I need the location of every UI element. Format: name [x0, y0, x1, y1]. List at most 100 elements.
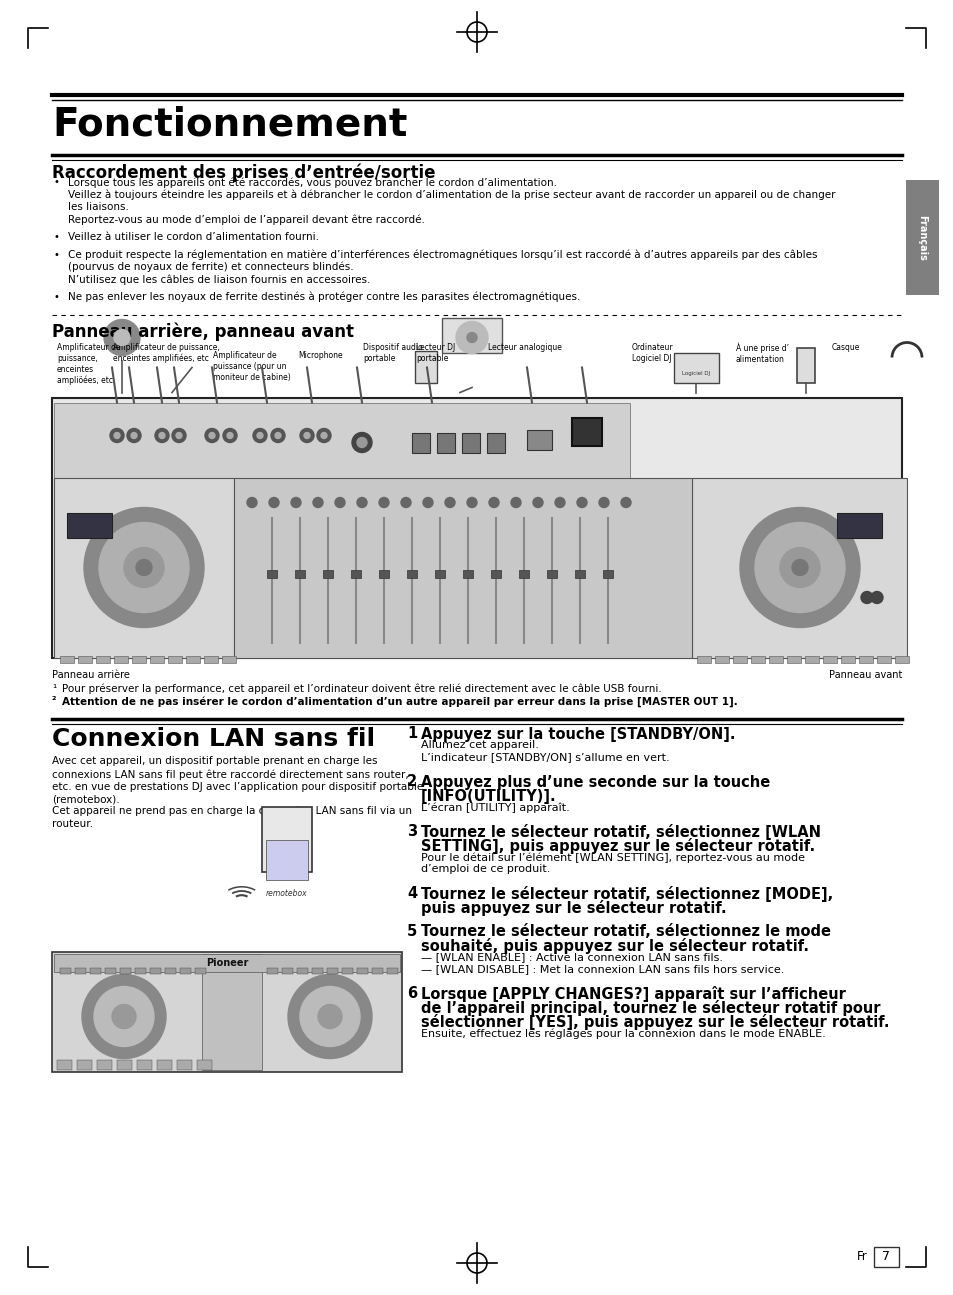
Bar — [486, 433, 504, 452]
Text: Cet appareil ne prend pas en charge la connexion LAN sans fil via un: Cet appareil ne prend pas en charge la c… — [52, 807, 412, 817]
Text: souhaité, puis appuyez sur le sélecteur rotatif.: souhaité, puis appuyez sur le sélecteur … — [420, 939, 808, 954]
Bar — [186, 655, 200, 663]
Bar — [697, 655, 710, 663]
Bar — [60, 655, 74, 663]
Text: Raccordement des prises d’entrée/sortie: Raccordement des prises d’entrée/sortie — [52, 163, 435, 181]
Circle shape — [104, 320, 140, 356]
Circle shape — [577, 497, 586, 508]
Circle shape — [131, 433, 137, 439]
Text: Fonctionnement: Fonctionnement — [52, 105, 407, 142]
Text: Amplificateur de
puissance,
enceintes
ampliöées, etc: Amplificateur de puissance, enceintes am… — [57, 342, 120, 386]
Text: Allumez cet appareil.: Allumez cet appareil. — [420, 741, 538, 751]
Text: Reportez-vous au mode d’emploi de l’appareil devant être raccordé.: Reportez-vous au mode d’emploi de l’appa… — [68, 215, 424, 225]
Circle shape — [127, 429, 141, 443]
Text: 7: 7 — [882, 1251, 889, 1264]
Circle shape — [159, 433, 165, 439]
Circle shape — [299, 987, 359, 1046]
Bar — [351, 570, 360, 578]
Circle shape — [175, 433, 182, 439]
Text: L’écran [​UTILITY​] apparaît.: L’écran [​UTILITY​] apparaît. — [420, 803, 569, 813]
Text: de l’appareil principal, tournez le sélecteur rotatif pour: de l’appareil principal, tournez le séle… — [420, 1001, 880, 1017]
Text: Attention de ne pas insérer le cordon d’alimentation d’un autre appareil par err: Attention de ne pas insérer le cordon d’… — [62, 697, 737, 707]
Text: Pioneer: Pioneer — [206, 958, 248, 969]
Text: ¹: ¹ — [52, 684, 56, 694]
Text: 4: 4 — [407, 887, 416, 901]
Text: remotebox: remotebox — [266, 888, 307, 897]
Bar — [105, 967, 116, 974]
Text: Ordinateur
Logiciel DJ: Ordinateur Logiciel DJ — [631, 342, 673, 363]
Text: connexions LAN sans fil peut être raccordé directement sans router,: connexions LAN sans fil peut être raccor… — [52, 769, 408, 780]
Circle shape — [304, 433, 310, 439]
Bar — [296, 967, 308, 974]
Bar — [441, 317, 501, 352]
Bar — [873, 1247, 898, 1267]
Bar — [804, 655, 818, 663]
Text: Pour préserver la performance, cet appareil et l’ordinateur doivent être relié d: Pour préserver la performance, cet appar… — [62, 684, 661, 694]
Circle shape — [861, 592, 872, 603]
Bar — [135, 967, 146, 974]
Text: Appuyez sur la touche [STANDBY/ON].: Appuyez sur la touche [STANDBY/ON]. — [420, 726, 735, 742]
Text: Amplificateur de puissance,
enceintes amplifiées, etc: Amplificateur de puissance, enceintes am… — [112, 342, 219, 364]
Text: Logiciel DJ: Logiciel DJ — [681, 370, 709, 376]
Bar — [77, 1059, 91, 1070]
Text: N’utilisez que les câbles de liaison fournis en accessoires.: N’utilisez que les câbles de liaison fou… — [68, 275, 370, 285]
Circle shape — [316, 429, 331, 443]
Text: Appuyez plus d’une seconde sur la touche: Appuyez plus d’une seconde sur la touche — [420, 774, 769, 790]
Circle shape — [227, 433, 233, 439]
Bar — [194, 967, 206, 974]
Circle shape — [172, 429, 186, 443]
Bar — [54, 953, 399, 971]
Bar — [54, 478, 233, 658]
Text: Amplificateur de
puissance (pour un
moniteur de cabine): Amplificateur de puissance (pour un moni… — [213, 351, 291, 382]
Circle shape — [269, 497, 278, 508]
Circle shape — [253, 429, 267, 443]
Bar — [841, 655, 854, 663]
Circle shape — [299, 429, 314, 443]
Circle shape — [555, 497, 564, 508]
Text: Ensuite, effectuez les réglages pour la connexion dans le mode ENABLE.: Ensuite, effectuez les réglages pour la … — [420, 1028, 825, 1039]
Bar — [691, 478, 906, 658]
Text: Lorsque [APPLY CHANGES?] apparaît sur l’afficheur: Lorsque [APPLY CHANGES?] apparaît sur l’… — [420, 987, 845, 1002]
Bar — [202, 953, 262, 1070]
Text: Lorsque tous les appareils ont été raccordés, vous pouvez brancher le cordon d’a: Lorsque tous les appareils ont été racco… — [68, 177, 557, 188]
Text: 6: 6 — [407, 987, 416, 1001]
Bar — [120, 967, 131, 974]
Bar — [836, 513, 882, 537]
Text: Ne pas enlever les noyaux de ferrite destinés à protéger contre les parasites él: Ne pas enlever les noyaux de ferrite des… — [68, 291, 579, 303]
Circle shape — [113, 329, 130, 346]
Circle shape — [511, 497, 520, 508]
Circle shape — [271, 429, 285, 443]
Bar — [261, 807, 312, 872]
Bar — [96, 655, 110, 663]
Circle shape — [422, 497, 433, 508]
Bar — [602, 570, 613, 578]
Text: Lecteur analogique: Lecteur analogique — [488, 342, 561, 351]
Circle shape — [456, 321, 488, 354]
Text: sélectionner [YES], puis appuyez sur le sélecteur rotatif.: sélectionner [YES], puis appuyez sur le … — [420, 1014, 888, 1031]
Text: 1: 1 — [407, 726, 416, 742]
Circle shape — [489, 497, 498, 508]
Circle shape — [124, 548, 164, 588]
Bar — [673, 352, 719, 382]
Bar — [435, 570, 444, 578]
Circle shape — [154, 429, 169, 443]
Circle shape — [598, 497, 608, 508]
Bar — [177, 1059, 192, 1070]
Circle shape — [313, 497, 323, 508]
Text: Panneau avant: Panneau avant — [828, 670, 901, 680]
Text: Tournez le sélecteur rotatif, sélectionnez [WLAN: Tournez le sélecteur rotatif, sélectionn… — [420, 825, 821, 840]
Text: ²: ² — [52, 697, 56, 707]
Bar — [714, 655, 728, 663]
Bar — [796, 347, 814, 382]
Bar — [67, 513, 112, 537]
Bar — [356, 967, 368, 974]
Text: (pourvus de noyaux de ferrite) et connecteurs blindés.: (pourvus de noyaux de ferrite) et connec… — [68, 262, 354, 272]
Text: Veillez à utiliser le cordon d’alimentation fourni.: Veillez à utiliser le cordon d’alimentat… — [68, 232, 318, 242]
Circle shape — [205, 429, 219, 443]
Bar — [786, 655, 801, 663]
Bar — [75, 967, 86, 974]
Circle shape — [317, 1005, 341, 1028]
Circle shape — [620, 497, 630, 508]
Circle shape — [780, 548, 820, 588]
Bar — [905, 180, 938, 295]
